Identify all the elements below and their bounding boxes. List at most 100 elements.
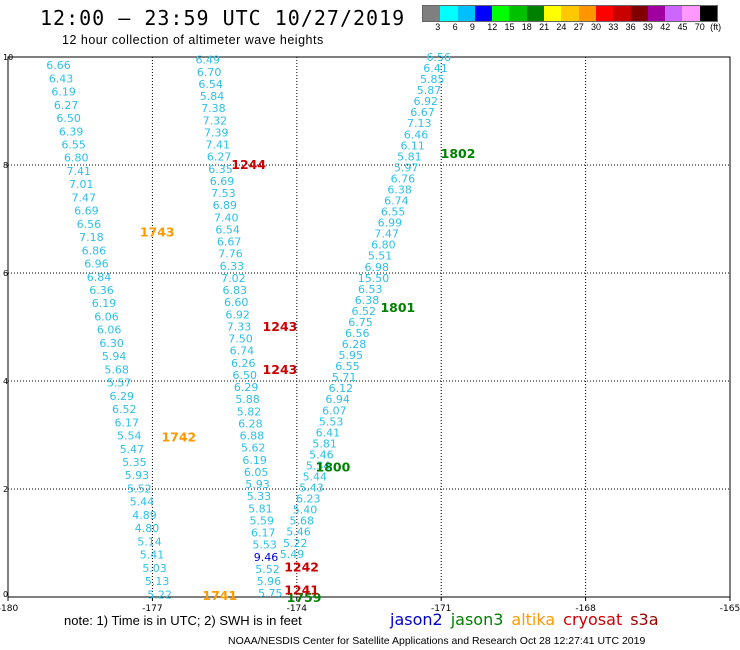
wave-height-value: 6.66 [46, 59, 71, 72]
wave-height-value: 6.70 [197, 66, 222, 79]
wave-height-value: 5.52 [127, 482, 152, 495]
y-tick-label: 2 [3, 485, 8, 494]
color-swatch [474, 6, 493, 21]
wave-height-value: 7.38 [201, 102, 226, 115]
y-tick-label: 4 [3, 377, 8, 386]
wave-height-value: 6.96 [84, 258, 109, 271]
color-swatch [665, 6, 683, 21]
wave-height-value: 6.67 [217, 236, 242, 249]
wave-height-value: 7.18 [79, 231, 104, 244]
x-tick-label: -168 [575, 604, 596, 614]
wave-height-value: 5.47 [120, 443, 145, 456]
wave-height-value: 6.35 [208, 163, 233, 176]
wave-height-value: 6.99 [378, 217, 403, 230]
wave-height-value: 6.50 [56, 112, 81, 125]
color-scale-label: 9 [469, 22, 475, 32]
color-scale-label: 18 [521, 22, 532, 32]
wave-height-value: 6.29 [234, 381, 259, 394]
wave-height-value: 7.41 [67, 165, 92, 178]
wave-height-value: 5.57 [107, 377, 132, 390]
color-scale-label: 15 [504, 22, 515, 32]
pass-time-label: 1243 [263, 362, 298, 377]
wave-height-value: 5.41 [140, 549, 165, 562]
wave-height-value: 5.03 [142, 562, 167, 575]
wave-height-value: 6.29 [109, 390, 134, 403]
wave-height-value: 5.62 [241, 442, 266, 455]
page-subtitle: 12 hour collection of altimeter wave hei… [62, 33, 324, 47]
wave-height-value: 6.43 [49, 72, 74, 85]
wave-height-value: 5.81 [312, 437, 337, 450]
wave-height-value: 6.94 [325, 393, 350, 406]
pass-time-label: 1801 [380, 300, 415, 315]
wave-height-value: 6.53 [358, 283, 383, 296]
color-scale-label: 33 [608, 22, 619, 32]
pass-time-label: 1742 [161, 430, 196, 445]
wave-height-value: 5.71 [332, 371, 357, 384]
wave-height-value: 6.80 [64, 152, 89, 165]
color-swatch [526, 6, 545, 21]
wave-height-value: 5.22 [283, 537, 308, 550]
color-swatch [699, 6, 718, 21]
wave-height-value: 5.59 [250, 514, 275, 527]
pass-time-label: 1242 [284, 559, 319, 574]
wave-height-value: 5.94 [102, 350, 127, 363]
x-tick-label: -165 [720, 604, 740, 614]
color-scale-bar [422, 5, 719, 22]
wave-height-value: 6.54 [198, 78, 223, 91]
wave-height-value: 5.35 [122, 456, 147, 469]
wave-height-value: 6.41 [423, 62, 448, 75]
color-swatch [492, 6, 510, 21]
wave-height-value: 7.41 [205, 139, 230, 152]
wave-height-value: 6.11 [400, 139, 425, 152]
wave-height-value: 6.69 [210, 175, 235, 188]
wave-height-value: 6.39 [59, 125, 84, 138]
wave-height-value: 6.33 [220, 260, 245, 273]
wave-height-value: 6.75 [348, 316, 373, 329]
satellite-legend-item: cryosat [563, 610, 623, 629]
wave-height-value: 6.27 [54, 99, 79, 112]
color-swatch [595, 6, 614, 21]
wave-height-value: 5.53 [319, 415, 344, 428]
wave-height-value: 6.67 [410, 106, 435, 119]
wave-height-value: 6.06 [94, 310, 119, 323]
wave-height-value: 5.44 [303, 471, 328, 484]
wave-height-value: 9.46 [254, 551, 279, 564]
wave-height-value: 6.83 [223, 284, 248, 297]
wave-height-value: 6.27 [207, 151, 232, 164]
color-swatch [647, 6, 666, 21]
wave-height-value: 5.22 [147, 588, 172, 601]
wave-height-value: 6.17 [115, 416, 140, 429]
wave-height-value: 5.93 [125, 469, 150, 482]
wave-height-value: 5.81 [248, 502, 273, 515]
wave-height-value: 5.13 [145, 575, 170, 588]
footer-note: note: 1) Time is in UTC; 2) SWH is in fe… [64, 613, 302, 628]
wave-height-value: 6.38 [355, 294, 380, 307]
wave-height-value: 7.76 [218, 248, 243, 261]
wave-height-value: 7.47 [374, 228, 399, 241]
color-scale-labels: 3 6 9 12 15 18 21 24 27 30 33 36 39 42 45 70 (ft) [422, 22, 740, 34]
pass-time-label: 1743 [140, 225, 175, 240]
pass-time-label: 1243 [263, 319, 298, 334]
wave-height-value: 5.68 [104, 363, 129, 376]
wave-height-value: 5.93 [245, 478, 270, 491]
color-scale-label: 36 [625, 22, 636, 32]
wave-height-value: 7.13 [407, 117, 432, 130]
color-scale-label: 39 [642, 22, 653, 32]
pass-time-label: 1244 [231, 157, 266, 172]
x-tick-label: -171 [431, 604, 451, 614]
wave-height-value: 6.19 [51, 86, 76, 99]
color-scale-label: 6 [452, 22, 458, 32]
wave-height-value: 6.69 [74, 205, 99, 218]
wave-height-value: 6.84 [87, 271, 112, 284]
x-tick-label: -177 [142, 604, 162, 614]
wave-height-value: 6.89 [213, 199, 238, 212]
wave-height-value: 5.87 [417, 84, 442, 97]
wave-height-value: 5.40 [293, 504, 318, 517]
wave-height-value: 7.01 [69, 178, 94, 191]
wave-height-value: 6.28 [342, 338, 367, 351]
y-tick-label: 0 [3, 590, 8, 599]
wave-height-value: 5.49 [280, 548, 305, 561]
wave-height-value: 5.95 [338, 349, 363, 362]
wave-height-value: 7.40 [214, 211, 239, 224]
color-swatch [613, 6, 631, 21]
